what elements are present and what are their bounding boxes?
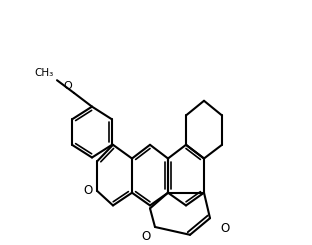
Text: O: O [142, 230, 151, 243]
Text: CH₃: CH₃ [35, 68, 54, 78]
Text: O: O [220, 222, 229, 235]
Text: O: O [84, 184, 93, 197]
Text: O: O [63, 81, 72, 91]
